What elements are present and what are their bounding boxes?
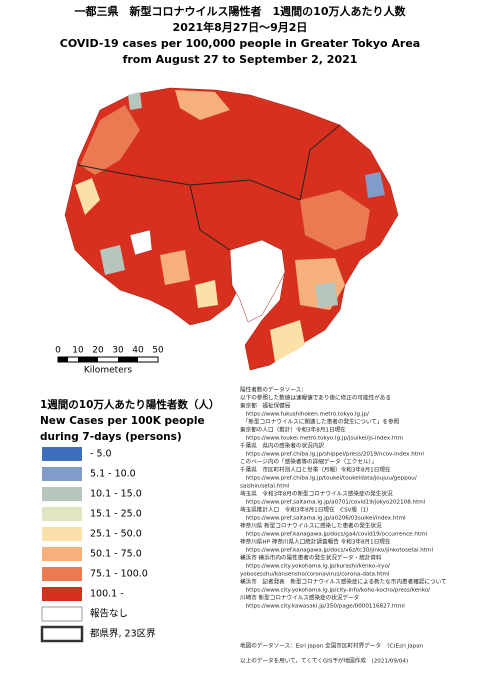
legend-swatch <box>42 447 82 461</box>
legend-swatch <box>42 547 82 561</box>
legend-title: during 7-days (persons) <box>40 431 182 443</box>
source-line: 横浜市 記者発表 新型コロナウイルス感染症による新たな市内患者確認について <box>240 578 447 586</box>
region <box>195 280 218 308</box>
source-line: 川崎市 新型コロナウイルス感染症の状況データ <box>240 594 359 602</box>
legend-label: 100.1 - <box>90 589 124 600</box>
scale-bar-box <box>57 356 159 363</box>
source-line: 陽性者数のデータソース： <box>240 386 307 394</box>
source-line: https://www.toukei.metro.tokyo.lg.jp/jsu… <box>240 436 403 442</box>
legend-title: 1週間の10万人あたり陽性者数（人） <box>40 398 219 411</box>
region <box>175 90 230 120</box>
region <box>160 250 190 285</box>
region <box>129 229 153 256</box>
source-line: 東京都 福祉保健局 <box>240 402 291 410</box>
source-line: 横浜市 横浜市内の陽性患者の発生状況データ・統計資料 <box>240 554 382 562</box>
region <box>75 178 100 215</box>
legend-swatch <box>42 527 82 541</box>
title-line: from August 27 to September 2, 2021 <box>123 53 358 66</box>
source-line: https://www.pref.saitama.lg.jp/a0206/03s… <box>240 516 406 522</box>
source-line: https://www.pref.chiba.lg.jp/shippei/pre… <box>240 452 424 458</box>
source-line: saishin/setai.html <box>240 484 290 490</box>
legend-label: - 5.0 <box>90 449 112 460</box>
scale-label: 40 <box>132 346 144 356</box>
legend-label: 都県界, 23区界 <box>90 629 156 640</box>
legend-label: 25.1 - 50.0 <box>90 529 142 540</box>
source-line: https://www.city.kawasaki.jp/350/page/00… <box>240 604 405 610</box>
source-line: 東京都の人口（推計）令和3年8月1日現在 <box>240 426 346 434</box>
legend-swatch <box>40 625 84 643</box>
legend-label: 10.1 - 15.0 <box>90 489 142 500</box>
region <box>128 92 142 110</box>
legend-label: 15.1 - 25.0 <box>90 509 142 520</box>
region <box>270 320 305 362</box>
scale-bar: Kilometers 0 10 20 30 40 50 <box>55 346 164 376</box>
title-line: 2021年8月27日～9月2日 <box>173 20 308 34</box>
scale-bar-segment <box>78 357 98 362</box>
title-line: COVID-19 cases per 100,000 people in Gre… <box>60 37 420 50</box>
legend-label: 報告なし <box>90 608 128 620</box>
scale-bar-segment <box>58 357 68 362</box>
source-line: https://www.pref.kanagawa.jp/docs/ga4/co… <box>240 532 428 538</box>
title-block: 一都三県 新型コロナウイルス陽性者 1週間の10万人あたり人数 2021年8月27… <box>60 4 420 66</box>
map <box>64 87 399 371</box>
source-line: https://www.city.yokohama.lg.jp/kurashi/… <box>240 564 390 570</box>
source-line: https://www.city.yokohama.lg.jp/city-inf… <box>240 588 430 594</box>
region <box>365 172 385 198</box>
region <box>300 190 370 250</box>
sources: 陽性者数のデータソース：以下の参照した数値は速報値であり後に修正の可能性がある東… <box>240 386 447 665</box>
source-line: https://www.pref.kanagawa.jp/docs/x6z/tc… <box>240 548 433 554</box>
scale-label: 30 <box>112 346 124 356</box>
source-line: 千葉県 県内の感染者の状況内訳 <box>240 442 324 450</box>
source-line: https://www.pref.saitama.lg.jp/a0701/cov… <box>240 500 426 506</box>
map-source: 地図のデータソース：Esri Japan 全国市区町村界データ （C)Esri … <box>240 642 424 650</box>
legend: 1週間の10万人あたり陽性者数（人） New Cases per 100K peo… <box>40 398 219 643</box>
scale-unit: Kilometers <box>84 366 132 376</box>
legend-swatch <box>42 507 82 521</box>
legend-swatch <box>42 587 82 601</box>
region <box>80 105 140 175</box>
source-line: https://www.pref.chiba.lg.jp/toukei/touk… <box>240 476 417 482</box>
legend-title: New Cases per 100K people <box>40 415 205 427</box>
region <box>100 245 125 275</box>
source-line: 「新型コロナウイルスに関連した患者の発生について」を参照 <box>240 418 400 426</box>
legend-swatch <box>42 567 82 581</box>
legend-label: 50.1 - 75.0 <box>90 549 142 560</box>
scale-label: 20 <box>92 346 104 356</box>
legend-swatch <box>42 467 82 481</box>
source-line: 千葉県 市区町村別人口と世帯（月報）令和3年8月1日現在 <box>240 466 391 474</box>
bay <box>229 239 286 323</box>
scale-label: 50 <box>152 346 164 356</box>
legend-label: 75.1 - 100.0 <box>90 569 148 580</box>
scale-label: 0 <box>55 346 61 356</box>
source-line: 以下の参照した数値は速報値であり後に修正の可能性がある <box>240 394 391 402</box>
source-line: 埼玉県推計人口 令和3年8月1日現在 CSV版（1） <box>240 506 372 514</box>
source-line: 埼玉県 令和3年8月の新型コロナウイルス感染症の発生状況 <box>240 490 393 498</box>
source-line: yobosesshu/kansensho/coronavirus/corona-… <box>240 572 390 578</box>
prefecture-border <box>77 124 341 251</box>
credit: 以上のデータを用いて，てくてくGIS予が地図作成 (2021/09/04) <box>240 657 408 665</box>
legend-label: 5.1 - 10.0 <box>90 469 136 480</box>
source-line: 神奈川県 新型コロナウイルスに感染した患者の発生状況 <box>240 522 382 530</box>
scale-bar-segment <box>118 357 138 362</box>
legend-swatch <box>42 487 82 501</box>
source-line: このページ内の「感染者等の詳細データ（エクセル）」 <box>240 458 377 466</box>
source-line: https://www.fukushihoken.metro.tokyo.lg.… <box>240 412 369 418</box>
scale-label: 10 <box>72 346 84 356</box>
region <box>315 282 338 308</box>
source-line: 神奈川県HP 神奈川県人口統計調査報告 令和3年8月1日現在 <box>240 538 391 546</box>
title-line: 一都三県 新型コロナウイルス陽性者 1週間の10万人あたり人数 <box>75 4 407 18</box>
legend-swatch <box>41 606 83 622</box>
